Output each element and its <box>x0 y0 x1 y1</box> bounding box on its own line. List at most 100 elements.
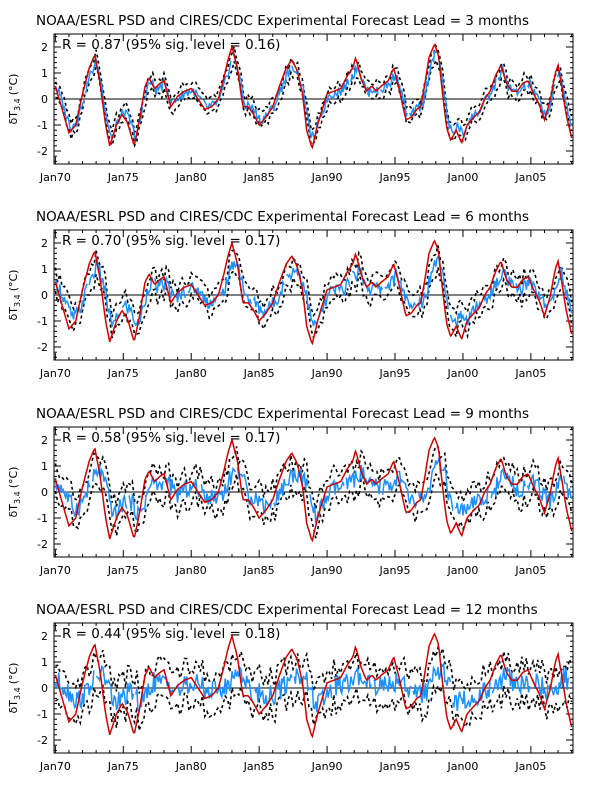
forecast-line <box>174 674 214 700</box>
forecast-line <box>562 475 573 499</box>
forecast-line <box>345 464 382 495</box>
y-axis-label-main: δT <box>7 307 20 321</box>
chart-panel-3-month-lead: NOAA/ESRL PSD and CIRES/CDC Experimental… <box>7 13 574 184</box>
chart-panel-6-month-lead: NOAA/ESRL PSD and CIRES/CDC Experimental… <box>7 209 574 380</box>
y-tick-label: 0 <box>41 682 48 695</box>
y-tick-label: -2 <box>37 538 48 551</box>
x-tick-label: Jan70 <box>39 760 71 773</box>
y-tick-label: -1 <box>37 708 48 721</box>
forecast-line <box>134 672 174 714</box>
y-axis-label: δT3.4 (°C) <box>7 467 22 518</box>
forecast-line <box>252 279 285 318</box>
y-axis-label-main: δT <box>7 504 20 518</box>
chart-panel-12-month-lead: NOAA/ESRL PSD and CIRES/CDC Experimental… <box>7 602 574 773</box>
y-tick-label: 0 <box>41 289 48 302</box>
y-axis-label-sub: 3.4 <box>13 98 22 111</box>
x-tick-label: Jan80 <box>175 760 207 773</box>
y-tick-label: 2 <box>41 41 48 54</box>
forecast-line <box>214 665 254 702</box>
forecast-line <box>54 670 95 710</box>
forecast-line <box>526 473 563 508</box>
y-tick-label: 0 <box>41 486 48 499</box>
y-tick-label: -2 <box>37 145 48 158</box>
observed-line <box>54 436 573 543</box>
forecast-line <box>417 255 449 310</box>
x-tick-label: Jan05 <box>514 564 546 577</box>
forecast-line <box>384 267 417 310</box>
x-tick-label: Jan75 <box>107 171 139 184</box>
forecast-line <box>200 466 237 505</box>
forecast-line <box>187 281 219 310</box>
y-tick-label: 0 <box>41 93 48 106</box>
y-axis-label: δT3.4 (°C) <box>7 663 22 714</box>
observed-line <box>54 239 573 346</box>
confidence-lower-line <box>55 682 573 731</box>
y-axis-label-unit: (°C) <box>7 270 20 292</box>
x-tick-label: Jan80 <box>175 564 207 577</box>
forecast-line <box>220 261 252 305</box>
forecast-line <box>412 661 452 704</box>
correlation-annotation: R = 0.58 (95% sig. level = 0.17) <box>62 430 280 446</box>
x-tick-label: Jan80 <box>175 367 207 380</box>
x-tick-label: Jan95 <box>379 367 411 380</box>
x-tick-label: Jan90 <box>311 564 343 577</box>
y-axis-label-sub: 3.4 <box>13 491 22 504</box>
x-tick-label: Jan05 <box>514 367 546 380</box>
x-tick-label: Jan70 <box>39 367 71 380</box>
y-axis-label-unit: (°C) <box>7 467 20 489</box>
x-tick-label: Jan95 <box>379 171 411 184</box>
x-tick-label: Jan85 <box>243 564 275 577</box>
forecast-line <box>54 86 85 133</box>
y-axis-label: δT3.4 (°C) <box>7 74 22 125</box>
forecast-line <box>350 65 379 97</box>
forecast-line <box>467 78 497 126</box>
forecast-line <box>293 668 333 713</box>
correlation-annotation: R = 0.44 (95% sig. level = 0.18) <box>62 626 280 642</box>
y-tick-label: 2 <box>41 630 48 643</box>
x-tick-label: Jan85 <box>243 760 275 773</box>
y-tick-label: -2 <box>37 341 48 354</box>
confidence-upper-line <box>54 445 573 509</box>
correlation-annotation: R = 0.87 (95% sig. level = 0.16) <box>62 37 280 53</box>
correlation-annotation: R = 0.70 (95% sig. level = 0.17) <box>62 233 280 249</box>
y-axis-label-unit: (°C) <box>7 663 20 685</box>
forecast-line <box>236 467 273 515</box>
x-tick-label: Jan00 <box>446 760 478 773</box>
forecast-line <box>449 300 482 327</box>
forecast-line <box>373 673 412 698</box>
x-tick-label: Jan05 <box>514 171 546 184</box>
x-tick-label: Jan75 <box>107 367 139 380</box>
x-tick-label: Jan05 <box>514 760 546 773</box>
observed-line <box>54 43 573 150</box>
chart-title: NOAA/ESRL PSD and CIRES/CDC Experimental… <box>36 209 529 225</box>
x-tick-label: Jan85 <box>243 367 275 380</box>
x-tick-label: Jan70 <box>39 564 71 577</box>
y-tick-label: 2 <box>41 434 48 447</box>
chart-title: NOAA/ESRL PSD and CIRES/CDC Experimental… <box>36 602 538 618</box>
chart-title: NOAA/ESRL PSD and CIRES/CDC Experimental… <box>36 13 529 29</box>
x-tick-label: Jan90 <box>311 367 343 380</box>
y-axis-label-sub: 3.4 <box>13 294 22 307</box>
x-tick-label: Jan00 <box>446 367 478 380</box>
y-axis-label-sub: 3.4 <box>13 687 22 700</box>
forecast-line <box>54 477 91 518</box>
forecast-line <box>381 470 418 509</box>
y-tick-label: -1 <box>37 119 48 132</box>
forecast-line <box>452 679 491 711</box>
forecast-line <box>164 476 200 503</box>
x-tick-label: Jan90 <box>311 171 343 184</box>
chart-panel-9-month-lead: NOAA/ESRL PSD and CIRES/CDC Experimental… <box>7 406 574 577</box>
y-tick-label: -1 <box>37 512 48 525</box>
y-tick-label: 1 <box>41 460 48 473</box>
y-axis-label-main: δT <box>7 111 20 125</box>
y-tick-label: -1 <box>37 315 48 328</box>
y-tick-label: 2 <box>41 237 48 250</box>
forecast-line <box>490 467 526 499</box>
confidence-upper-line <box>55 644 573 694</box>
forecast-line <box>128 476 164 522</box>
x-tick-label: Jan95 <box>379 760 411 773</box>
forecast-line <box>95 665 135 711</box>
x-tick-label: Jan85 <box>243 171 275 184</box>
confidence-lower-line <box>54 267 573 340</box>
